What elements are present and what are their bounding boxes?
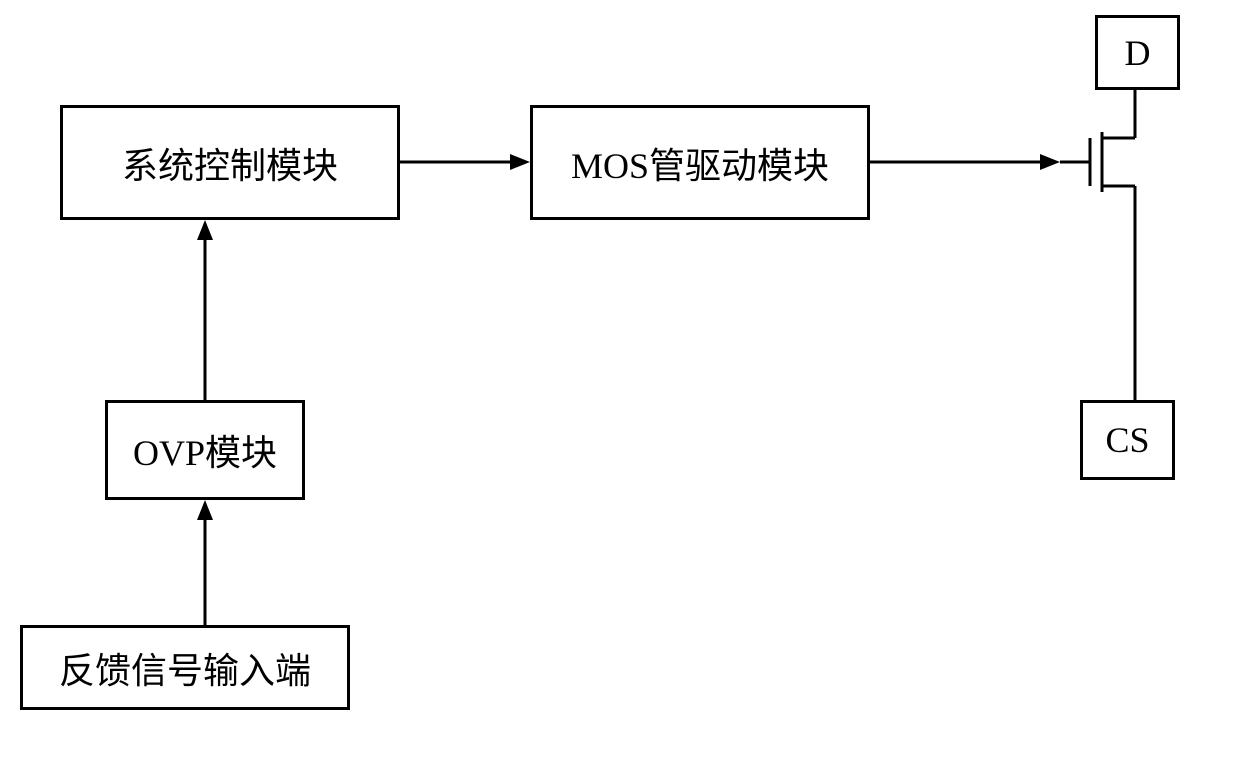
mos-driver-label: MOS管驱动模块	[571, 137, 829, 189]
cs-terminal-label: CS	[1105, 419, 1149, 461]
arrow-mos-to-fet	[870, 150, 1060, 174]
arrow-ovp-to-sys	[193, 220, 217, 400]
mosfet-symbol	[1060, 90, 1180, 400]
ovp-label: OVP模块	[133, 424, 277, 476]
d-terminal-block: D	[1095, 15, 1180, 90]
arrow-feedback-to-ovp	[193, 500, 217, 625]
ovp-block: OVP模块	[105, 400, 305, 500]
cs-terminal-block: CS	[1080, 400, 1175, 480]
system-control-block: 系统控制模块	[60, 105, 400, 220]
mos-driver-block: MOS管驱动模块	[530, 105, 870, 220]
system-control-label: 系统控制模块	[122, 137, 338, 189]
feedback-label: 反馈信号输入端	[59, 642, 311, 694]
arrow-sys-to-mos	[400, 150, 530, 174]
d-terminal-label: D	[1125, 32, 1151, 74]
feedback-block: 反馈信号输入端	[20, 625, 350, 710]
